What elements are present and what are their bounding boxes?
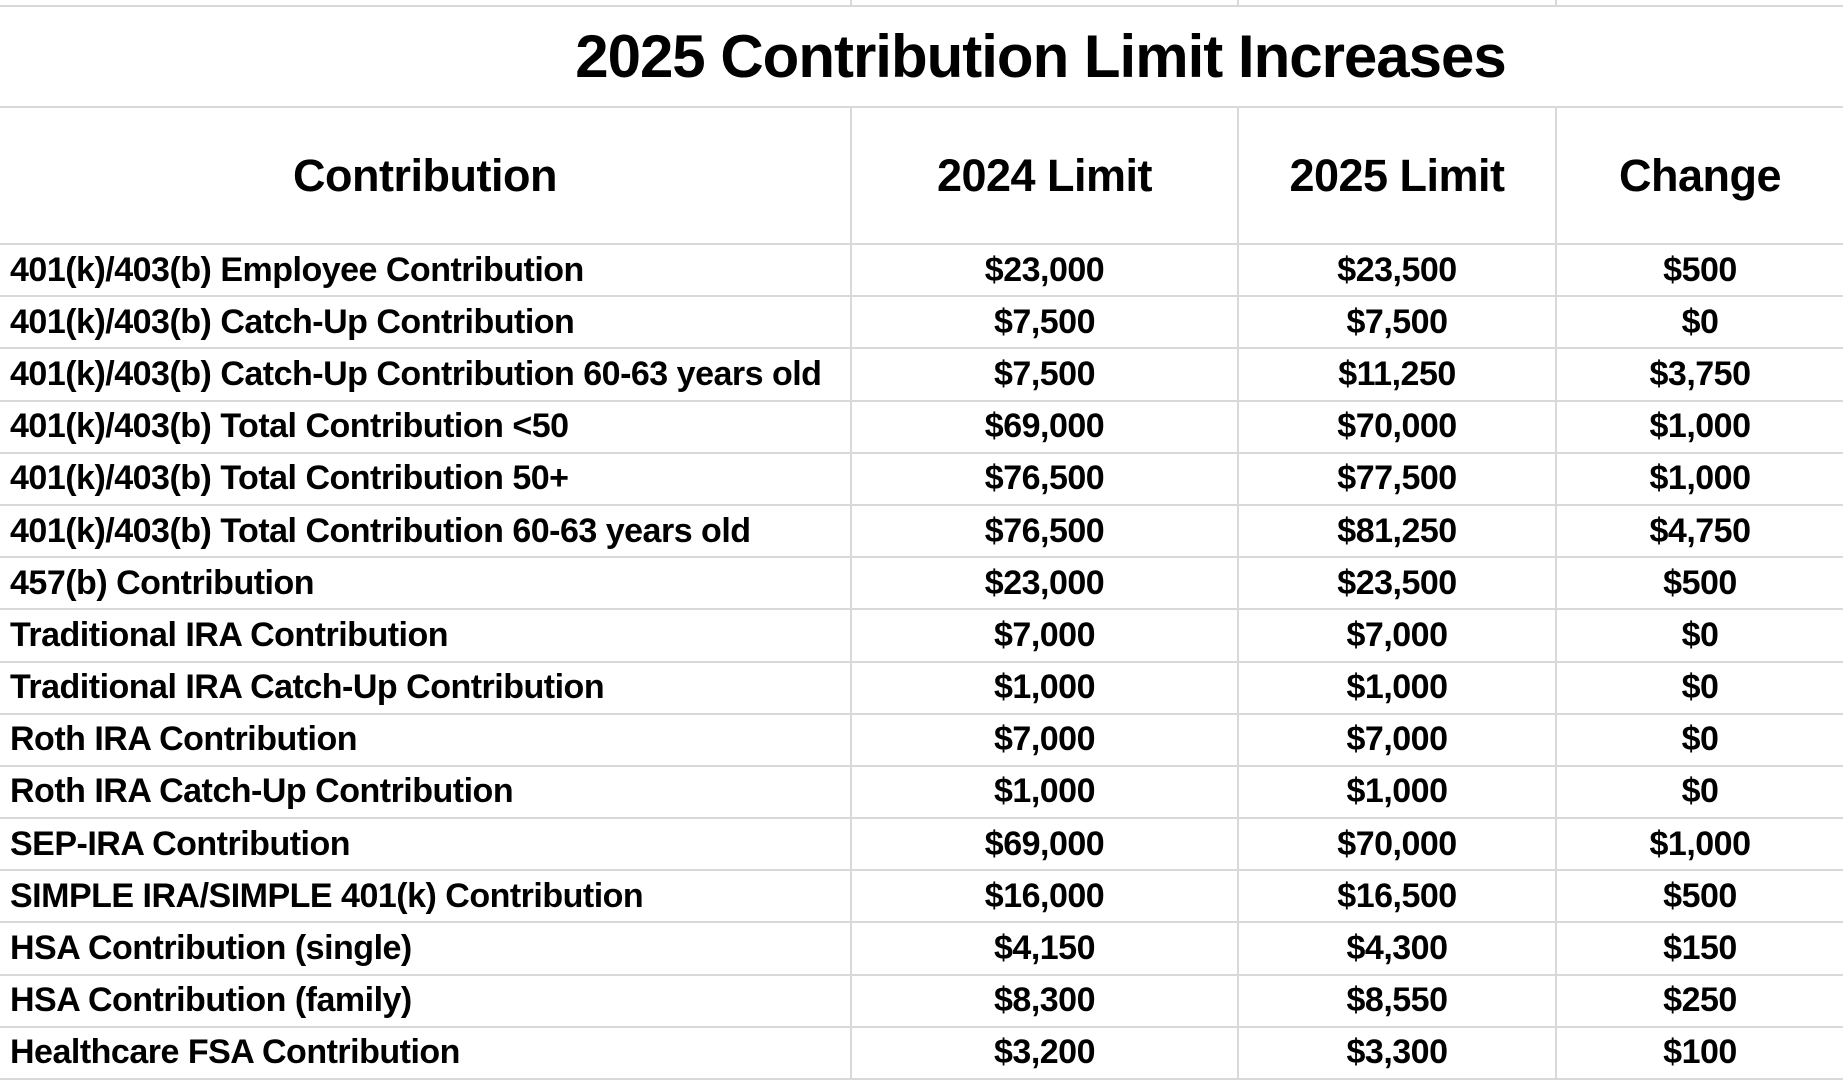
contribution-cell[interactable]: Traditional IRA Contribution — [10, 615, 449, 654]
table-row: 401(k)/403(b) Employee Contribution $23,0… — [0, 245, 1843, 298]
contribution-cell[interactable]: 401(k)/403(b) Catch-Up Contribution 60-6… — [10, 354, 822, 393]
change-cell[interactable]: $1,000 — [1555, 453, 1843, 504]
limit-2024-cell[interactable]: $16,000 — [850, 871, 1237, 922]
cropped-cell — [1237, 0, 1555, 5]
contribution-cell[interactable]: 401(k)/403(b) Total Contribution <50 — [10, 407, 569, 446]
title-row: 2025 Contribution Limit Increases — [0, 7, 1843, 108]
cropped-cell — [850, 0, 1237, 5]
contribution-cell[interactable]: 401(k)/403(b) Total Contribution 50+ — [10, 459, 569, 498]
table-row: SIMPLE IRA/SIMPLE 401(k) Contribution $16… — [0, 871, 1843, 924]
column-header-2025-limit[interactable]: 2025 Limit — [1237, 108, 1555, 243]
limit-2025-cell[interactable]: $1,000 — [1237, 662, 1555, 713]
change-cell[interactable]: $500 — [1555, 558, 1843, 609]
change-cell[interactable]: $250 — [1555, 975, 1843, 1026]
limit-2025-cell[interactable]: $70,000 — [1237, 819, 1555, 870]
table-title[interactable]: 2025 Contribution Limit Increases — [575, 23, 1507, 90]
change-cell[interactable]: $0 — [1555, 714, 1843, 765]
change-cell[interactable]: $1,000 — [1555, 819, 1843, 870]
table-row: HSA Contribution (single) $4,150 $4,300 $15… — [0, 923, 1843, 976]
change-cell[interactable]: $0 — [1555, 610, 1843, 661]
limit-2024-cell[interactable]: $69,000 — [850, 401, 1237, 452]
limit-2024-cell[interactable]: $1,000 — [850, 662, 1237, 713]
header-row: Contribution 2024 Limit 2025 Limit Chang… — [0, 108, 1843, 245]
limit-2024-cell[interactable]: $76,500 — [850, 505, 1237, 557]
limit-2025-cell[interactable]: $11,250 — [1237, 349, 1555, 400]
change-cell[interactable]: $500 — [1555, 245, 1843, 296]
table-row: Roth IRA Catch-Up Contribution $1,000 $1,0… — [0, 766, 1843, 820]
contribution-cell[interactable]: 457(b) Contribution — [10, 563, 315, 602]
limit-2025-cell[interactable]: $1,000 — [1237, 766, 1555, 818]
change-cell[interactable]: $4,750 — [1555, 505, 1843, 557]
change-cell[interactable]: $150 — [1555, 923, 1843, 974]
contribution-cell[interactable]: 401(k)/403(b) Total Contribution 60-63 y… — [10, 511, 751, 550]
contribution-cell[interactable]: Traditional IRA Catch-Up Contribution — [10, 668, 605, 707]
limit-2025-cell[interactable]: $77,500 — [1237, 453, 1555, 504]
limit-2025-cell[interactable]: $7,000 — [1237, 714, 1555, 765]
table-row: 401(k)/403(b) Total Contribution 60-63 y… — [0, 505, 1843, 559]
limit-2024-cell[interactable]: $76,500 — [850, 453, 1237, 504]
limit-2024-cell[interactable]: $7,000 — [850, 610, 1237, 661]
contribution-cell[interactable]: Roth IRA Catch-Up Contribution — [10, 772, 514, 811]
cropped-cell — [1555, 0, 1843, 5]
limit-2024-cell[interactable]: $7,500 — [850, 349, 1237, 400]
limit-2024-cell[interactable]: $23,000 — [850, 245, 1237, 296]
table-body: 401(k)/403(b) Employee Contribution $23,0… — [0, 245, 1843, 1080]
column-header-contribution[interactable]: Contribution — [293, 149, 557, 201]
change-cell[interactable]: $0 — [1555, 297, 1843, 348]
limit-2025-cell[interactable]: $8,550 — [1237, 975, 1555, 1026]
limit-2025-cell[interactable]: $81,250 — [1237, 505, 1555, 557]
change-cell[interactable]: $500 — [1555, 871, 1843, 922]
table-row: 401(k)/403(b) Total Contribution 50+ $76,… — [0, 453, 1843, 506]
change-cell[interactable]: $3,750 — [1555, 349, 1843, 400]
contribution-cell[interactable]: 401(k)/403(b) Employee Contribution — [10, 250, 584, 289]
limit-2024-cell[interactable]: $3,200 — [850, 1027, 1237, 1078]
table-row: 457(b) Contribution $23,000 $23,500 $500 — [0, 558, 1843, 611]
change-cell[interactable]: $100 — [1555, 1027, 1843, 1078]
limit-2024-cell[interactable]: $8,300 — [850, 975, 1237, 1026]
table-row: 401(k)/403(b) Catch-Up Contribution 60-6… — [0, 349, 1843, 402]
limit-2025-cell[interactable]: $70,000 — [1237, 401, 1555, 452]
contribution-cell[interactable]: SIMPLE IRA/SIMPLE 401(k) Contribution — [10, 876, 644, 915]
limit-2025-cell[interactable]: $16,500 — [1237, 871, 1555, 922]
limit-2025-cell[interactable]: $4,300 — [1237, 923, 1555, 974]
limit-2025-cell[interactable]: $7,500 — [1237, 297, 1555, 348]
change-cell[interactable]: $0 — [1555, 662, 1843, 713]
limit-2024-cell[interactable]: $23,000 — [850, 558, 1237, 609]
column-header-change[interactable]: Change — [1555, 108, 1843, 243]
limit-2024-cell[interactable]: $1,000 — [850, 766, 1237, 818]
table-row: Traditional IRA Contribution $7,000 $7,000… — [0, 610, 1843, 663]
change-cell[interactable]: $1,000 — [1555, 401, 1843, 452]
table-row: Healthcare FSA Contribution $3,200 $3,300 $… — [0, 1027, 1843, 1080]
contribution-cell[interactable]: SEP-IRA Contribution — [10, 824, 351, 863]
table-row: 401(k)/403(b) Catch-Up Contribution $7,50… — [0, 297, 1843, 350]
limit-2024-cell[interactable]: $4,150 — [850, 923, 1237, 974]
table-row: 401(k)/403(b) Total Contribution <50 $69,… — [0, 401, 1843, 454]
contribution-cell[interactable]: HSA Contribution (single) — [10, 929, 412, 968]
contribution-cell[interactable]: 401(k)/403(b) Catch-Up Contribution — [10, 302, 575, 341]
limit-2025-cell[interactable]: $3,300 — [1237, 1027, 1555, 1078]
table-row: Traditional IRA Catch-Up Contribution $1,… — [0, 662, 1843, 715]
contribution-cell[interactable]: HSA Contribution (family) — [10, 981, 412, 1020]
cropped-top-row — [0, 0, 1843, 7]
limit-2025-cell[interactable]: $7,000 — [1237, 610, 1555, 661]
limit-2025-cell[interactable]: $23,500 — [1237, 245, 1555, 296]
table-row: SEP-IRA Contribution $69,000 $70,000 $1,000 — [0, 819, 1843, 872]
limit-2025-cell[interactable]: $23,500 — [1237, 558, 1555, 609]
limit-2024-cell[interactable]: $7,000 — [850, 714, 1237, 765]
table-row: HSA Contribution (family) $8,300 $8,550 $25… — [0, 975, 1843, 1028]
change-cell[interactable]: $0 — [1555, 766, 1843, 818]
limit-2024-cell[interactable]: $69,000 — [850, 819, 1237, 870]
table-row: Roth IRA Contribution $7,000 $7,000 $0 — [0, 714, 1843, 767]
column-header-2024-limit[interactable]: 2024 Limit — [850, 108, 1237, 243]
limit-2024-cell[interactable]: $7,500 — [850, 297, 1237, 348]
cropped-cell — [0, 0, 850, 5]
contribution-cell[interactable]: Roth IRA Contribution — [10, 720, 358, 759]
contribution-cell[interactable]: Healthcare FSA Contribution — [10, 1033, 460, 1072]
